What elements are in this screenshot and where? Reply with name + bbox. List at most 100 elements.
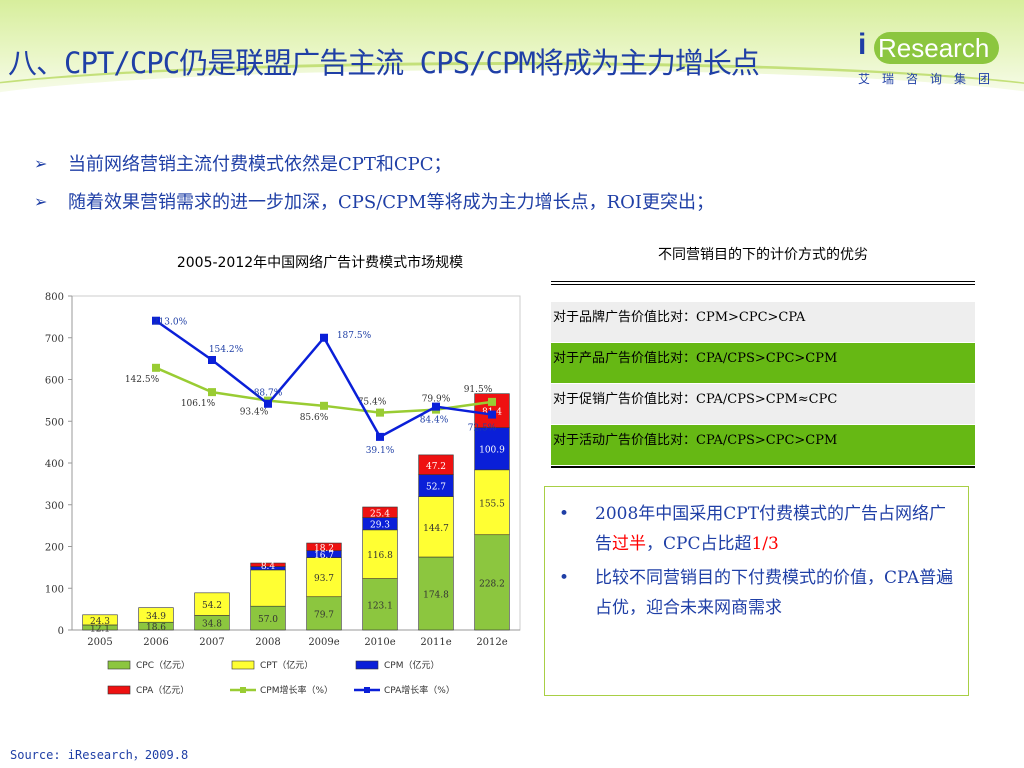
bullet-text: 随着效果营销需求的进一步加深，CPS/CPM等将成为主力增长点，ROI更突出； (68, 192, 715, 213)
y-tick-label: 0 (58, 626, 64, 637)
growth-label: 79.9% (422, 395, 451, 405)
growth-label: 72.5% (468, 424, 497, 434)
x-tick-label: 2005 (87, 637, 112, 648)
bar-segment (418, 496, 454, 558)
growth-marker (488, 397, 496, 406)
header-band (0, 0, 1024, 118)
x-tick-label: 2011e (420, 637, 451, 648)
comparison-row: 对于产品广告价值比对：CPA/CPS>CPC>CPM (551, 343, 975, 384)
logo-subtitle: 艾瑞咨询集团 (858, 72, 1003, 86)
bar-value-label: 34.9 (146, 612, 166, 622)
growth-label: 84.4% (420, 416, 449, 426)
bullet-text: 当前网络营销主流付费模式依然是CPT和CPC； (68, 154, 452, 175)
comparison-row: 对于品牌广告价值比对：CPM>CPC>CPA (551, 302, 975, 343)
growth-marker (152, 316, 160, 325)
bar-value-label: 54.2 (202, 601, 222, 611)
bar-segment (418, 454, 454, 475)
growth-label: 154.2% (209, 345, 244, 355)
rule-line (551, 281, 975, 282)
note-bullet: • (559, 504, 570, 524)
bar-value-label: 34.8 (202, 620, 222, 630)
legend-swatch (231, 660, 255, 670)
growth-label: 142.5% (125, 375, 160, 385)
bar-value-label: 8.4 (261, 562, 276, 572)
bar-value-label: 12.1 (90, 624, 110, 634)
bar-value-label: 24.3 (90, 617, 110, 627)
growth-label: 93.4% (240, 408, 269, 418)
growth-marker (432, 402, 440, 411)
growth-marker (320, 333, 328, 342)
note-text-part: ，CPC占比超 (646, 534, 752, 554)
note-highlight: 过半 (612, 534, 646, 554)
rule-line (551, 284, 975, 285)
note-text: 比较不同营销目的下付费模式的价值，CPA普遍占优，迎合未来网商需求 (595, 568, 954, 618)
bar-value-label: 25.4 (370, 509, 390, 519)
bar-value-label: 52.7 (426, 483, 446, 493)
growth-marker (264, 399, 272, 408)
bar-value-label: 79.7 (314, 610, 334, 620)
x-tick-label: 2012e (476, 637, 507, 648)
growth-marker (376, 408, 384, 417)
arrow-bullet-icon: ➢ (34, 153, 48, 173)
growth-label: 75.4% (358, 398, 387, 408)
y-tick-label: 500 (45, 417, 64, 428)
bar-segment (82, 614, 118, 626)
bar-segment (474, 469, 510, 536)
bar-value-label: 57.0 (258, 615, 278, 625)
note-highlight: 1/3 (751, 534, 779, 554)
iresearch-logo: Research i 艾瑞咨询集团 (856, 28, 1016, 88)
comparison-row: 对于促销广告价值比对：CPA/CPS>CPM≈CPC (551, 384, 975, 425)
bar-value-label: 18.6 (146, 623, 166, 633)
comparison-table: 对于品牌广告价值比对：CPM>CPC>CPA 对于产品广告价值比对：CPA/CP… (551, 302, 975, 466)
y-tick-label: 600 (45, 376, 64, 387)
y-tick-label: 700 (45, 334, 64, 345)
growth-marker (320, 401, 328, 410)
bar-segment (250, 569, 286, 607)
growth-marker (488, 410, 496, 419)
bullet-list: ➢ 当前网络营销主流付费模式依然是CPT和CPC； ➢ 随着效果营销需求的进一步… (34, 144, 714, 220)
legend-marker (364, 687, 370, 693)
legend-label: CPC（亿元） (136, 659, 190, 671)
growth-label: 106.1% (181, 399, 216, 409)
bar-value-label: 155.5 (479, 499, 505, 509)
bar-value-label: 47.2 (426, 462, 446, 472)
bullet-item: ➢ 当前网络营销主流付费模式依然是CPT和CPC； (34, 144, 714, 182)
page-title: 八、CPT/CPC仍是联盟广告主流 CPS/CPM将成为主力增长点 (8, 46, 760, 80)
legend-swatch (107, 660, 131, 670)
x-tick-label: 2010e (364, 637, 395, 648)
note-bullet: • (559, 568, 570, 588)
market-size-chart: 0 100 200 300 400 500 600 700 800 2005 2006 2007 200… (45, 292, 521, 696)
bar-segment (138, 607, 174, 623)
bar-value-label: 29.3 (370, 521, 390, 531)
bar-segment (306, 596, 342, 631)
x-tick-label: 2009e (308, 637, 339, 648)
note-text: 2008年中国采用CPT付费模式的广告占网络广告过半，CPC占比超1/3 (595, 499, 954, 559)
growth-marker (376, 432, 384, 441)
x-tick-label: 2007 (199, 637, 224, 648)
source-note: Source: iResearch，2009.8 (10, 748, 189, 762)
comparison-title: 不同营销目的下的计价方式的优劣 (658, 247, 868, 263)
growth-marker (208, 355, 216, 364)
note-item: • 比较不同营销目的下付费模式的价值，CPA普遍占优，迎合未来网商需求 (555, 563, 954, 623)
growth-label: 88.7% (254, 389, 283, 399)
x-tick-label: 2006 (143, 637, 168, 648)
chart-title: 2005-2012年中国网络广告计费模式市场规模 (176, 255, 464, 271)
growth-label: 213.0% (153, 318, 188, 328)
note-text-part: 2008年中国采用CPT付费模式的广告占网络广告 (595, 504, 947, 554)
x-tick-label: 2008 (255, 637, 280, 648)
growth-marker (208, 388, 216, 397)
logo-wordmark: Research (874, 32, 1000, 64)
y-tick-label: 100 (45, 584, 64, 595)
header-decor-line (0, 62, 1024, 118)
bar-value-label: 116.8 (367, 551, 393, 561)
bar-segment (418, 556, 454, 631)
legend-label: CPM（亿元） (384, 659, 439, 671)
bullet-item: ➢ 随着效果营销需求的进一步加深，CPS/CPM等将成为主力增长点，ROI更突出… (34, 182, 714, 220)
bar-segment (306, 542, 342, 551)
bar-value-label: 18.2 (314, 544, 334, 554)
y-tick-label: 200 (45, 543, 64, 554)
bar-value-label: 144.7 (423, 524, 449, 534)
bar-segment (362, 529, 398, 579)
y-tick-label: 800 (45, 292, 64, 303)
header-decor-curve (0, 70, 1024, 118)
